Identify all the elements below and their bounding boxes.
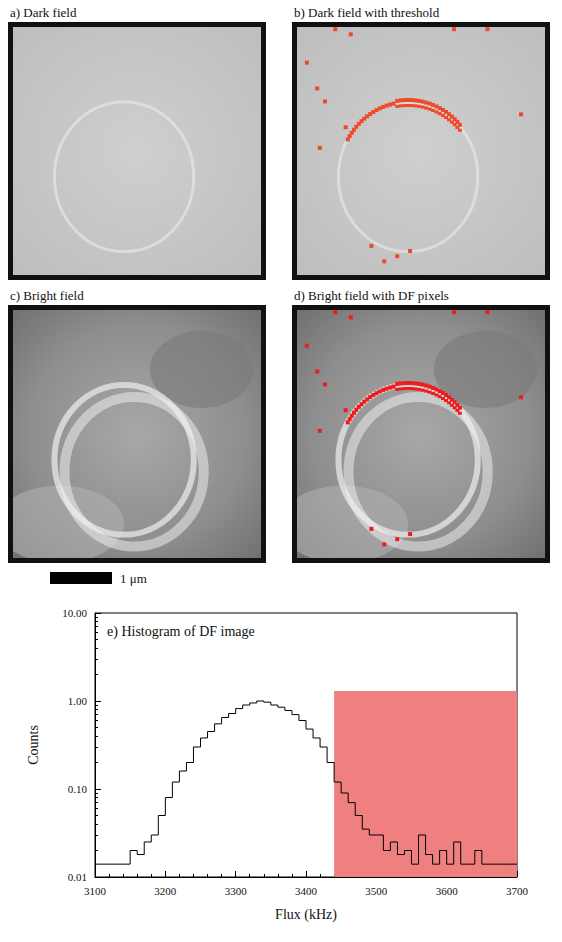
svg-text:3300: 3300 xyxy=(225,885,248,897)
svg-text:Flux (kHz): Flux (kHz) xyxy=(275,907,337,923)
svg-text:3600: 3600 xyxy=(436,885,459,897)
svg-text:0.01: 0.01 xyxy=(68,871,87,883)
svg-text:10.00: 10.00 xyxy=(62,607,87,619)
svg-text:e) Histogram of DF image: e) Histogram of DF image xyxy=(107,624,255,640)
svg-text:c) Bright field: c) Bright field xyxy=(10,288,84,303)
svg-text:3200: 3200 xyxy=(154,885,177,897)
svg-text:3700: 3700 xyxy=(506,885,529,897)
svg-text:1 μm: 1 μm xyxy=(120,571,147,586)
svg-text:0.10: 0.10 xyxy=(68,783,88,795)
svg-text:1.00: 1.00 xyxy=(68,695,88,707)
svg-text:Counts: Counts xyxy=(26,725,41,765)
svg-text:3400: 3400 xyxy=(295,885,318,897)
svg-text:d) Bright field with DF pixels: d) Bright field with DF pixels xyxy=(294,288,449,303)
svg-text:a) Dark field: a) Dark field xyxy=(10,5,77,20)
svg-text:3500: 3500 xyxy=(365,885,388,897)
svg-text:3100: 3100 xyxy=(84,885,107,897)
svg-text:b) Dark field with threshold: b) Dark field with threshold xyxy=(294,5,440,20)
